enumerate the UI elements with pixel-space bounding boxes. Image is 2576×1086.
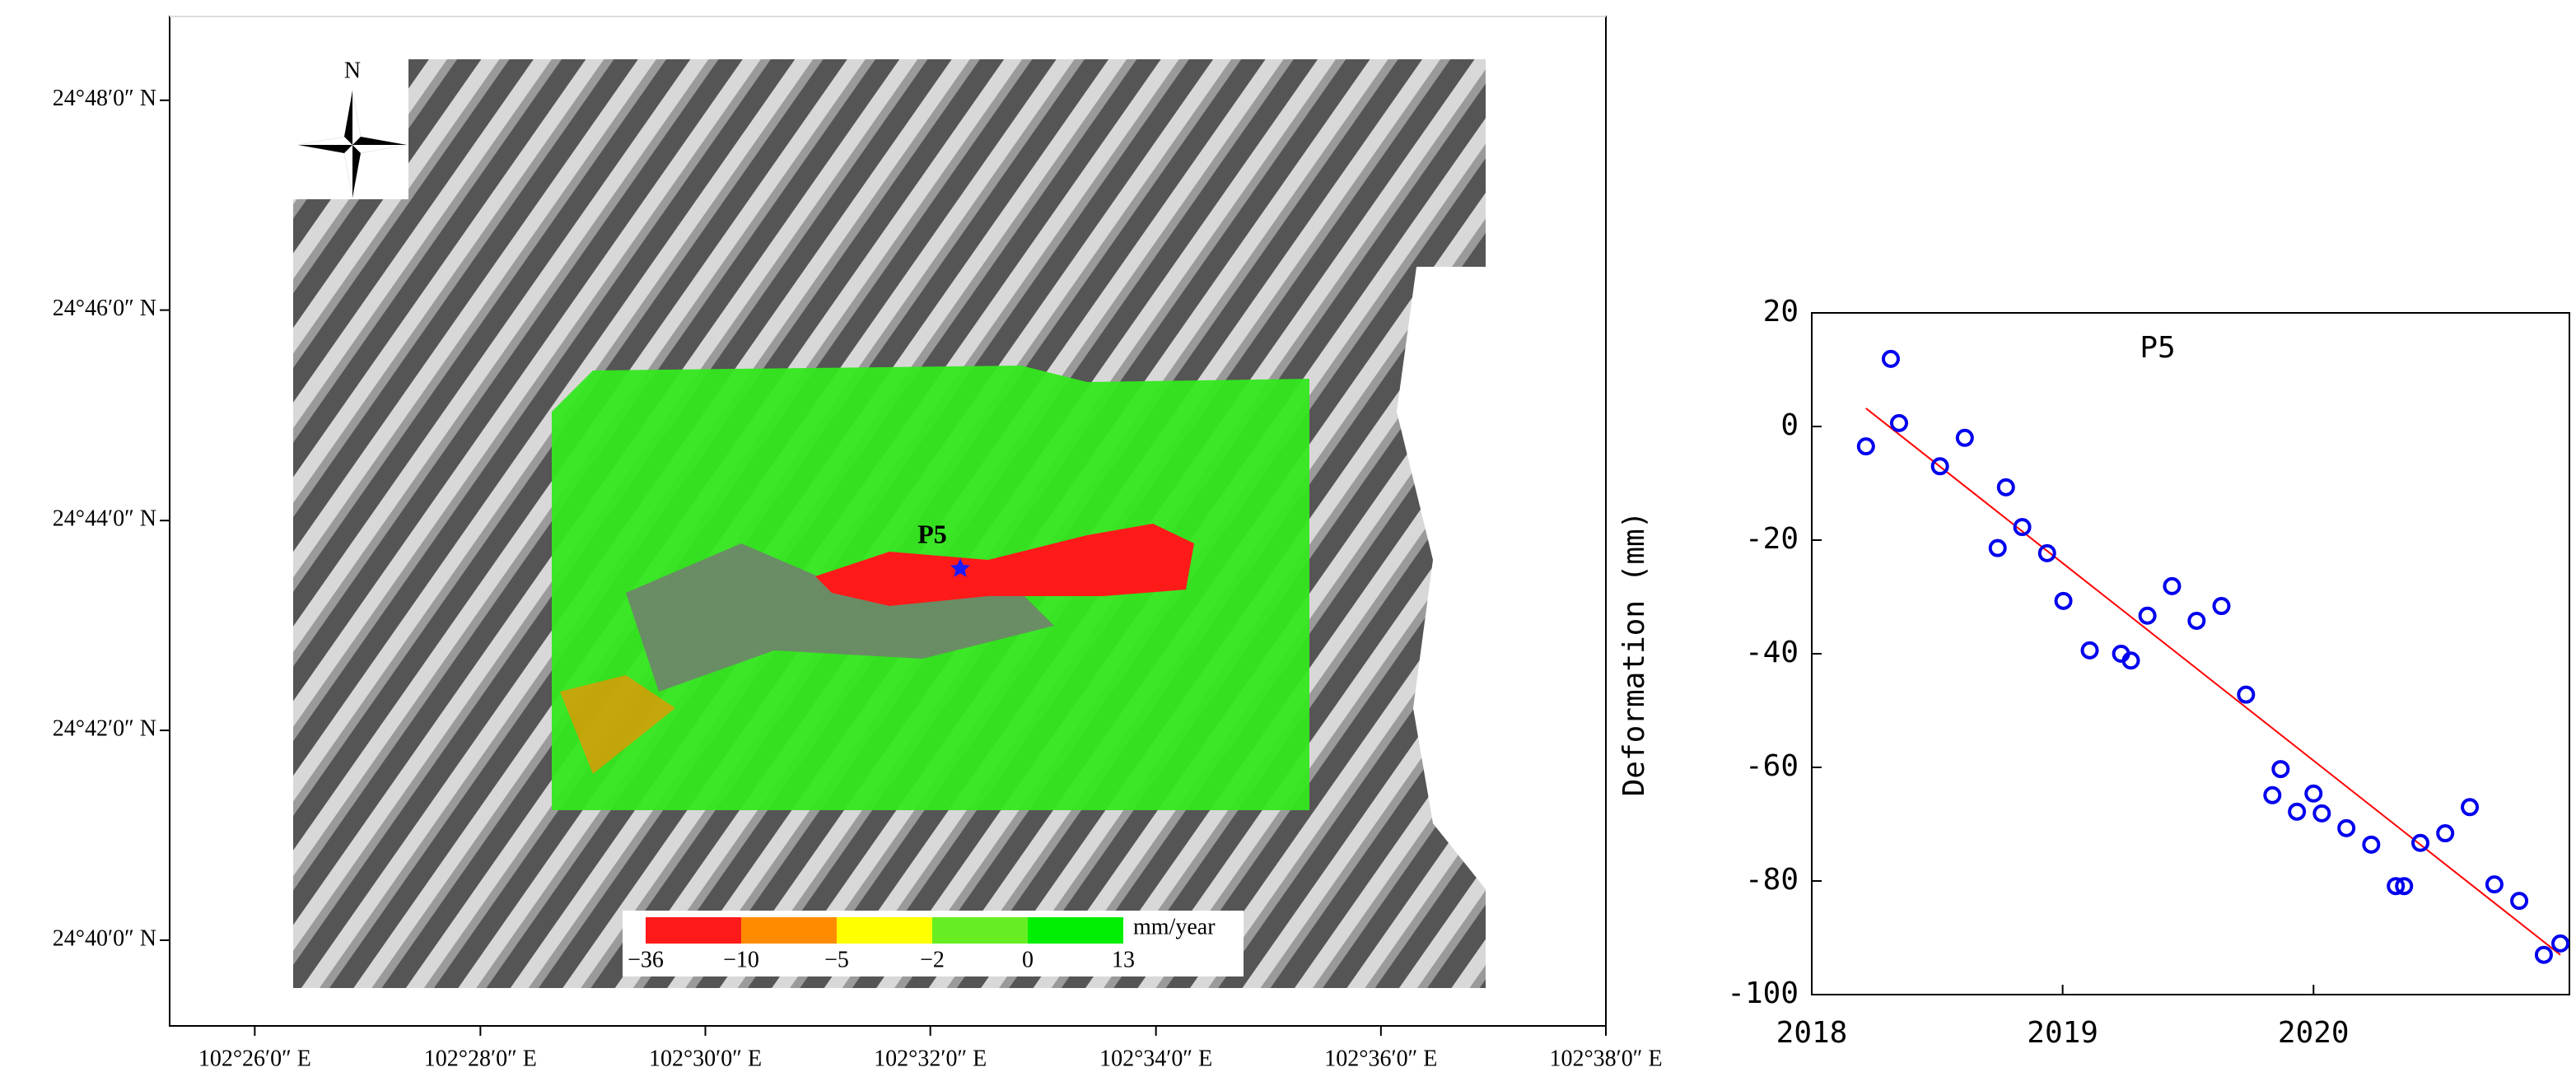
y-tick-label: 24°48′0″ N bbox=[53, 86, 156, 111]
data-point bbox=[2080, 641, 2099, 660]
x-tick-label: 102°32′0″ E bbox=[874, 1046, 987, 1071]
x-tick-label: 102°26′0″ E bbox=[198, 1046, 311, 1071]
y-tick-label: 20 bbox=[1763, 295, 1799, 329]
y-tick-label: -40 bbox=[1745, 636, 1799, 669]
colorbar-label: −36 bbox=[628, 947, 664, 972]
data-point bbox=[1856, 437, 1875, 456]
colorbar-unit: mm/year bbox=[1133, 914, 1216, 939]
x-tick-label: 102°36′0″ E bbox=[1324, 1046, 1437, 1071]
data-point bbox=[1955, 428, 1974, 447]
data-point bbox=[2337, 818, 2356, 837]
north-label: N bbox=[344, 58, 361, 83]
colorbar: −36 −10 −5 −2 0 13 mm/year bbox=[628, 914, 1216, 972]
data-point bbox=[2288, 802, 2307, 821]
colorbar-label: 13 bbox=[1112, 947, 1135, 972]
data-point bbox=[2121, 651, 2140, 670]
y-tick-label: -60 bbox=[1745, 749, 1799, 783]
compass-rose-light bbox=[298, 91, 407, 198]
colorbar-segment bbox=[1028, 917, 1123, 944]
data-point bbox=[2304, 784, 2323, 803]
x-tick-label: 102°28′0″ E bbox=[424, 1046, 537, 1071]
x-tick-label: 102°34′0″ E bbox=[1099, 1046, 1212, 1071]
moderate-zone bbox=[560, 675, 675, 774]
data-point bbox=[2163, 576, 2182, 595]
y-tick-label: 24°44′0″ N bbox=[53, 506, 156, 532]
y-tick-label: 24°46′0″ N bbox=[53, 296, 156, 321]
y-tick-label: -100 bbox=[1727, 976, 1799, 1010]
data-point bbox=[1881, 349, 1900, 368]
data-point bbox=[2551, 934, 2570, 953]
x-tick-label: 2018 bbox=[1776, 1016, 1848, 1050]
data-point bbox=[2411, 833, 2430, 852]
data-point bbox=[1890, 413, 1909, 432]
y-tick-label: 24°40′0″ N bbox=[53, 925, 156, 951]
data-point bbox=[2485, 875, 2504, 894]
data-point bbox=[2037, 543, 2056, 562]
data-point bbox=[1988, 538, 2007, 557]
trend-line bbox=[1865, 408, 2561, 956]
subsidence-zone bbox=[815, 524, 1194, 606]
data-point bbox=[2271, 760, 2290, 779]
x-tick-label: 2020 bbox=[2278, 1016, 2350, 1050]
data-point bbox=[2138, 606, 2157, 625]
data-point bbox=[2395, 877, 2414, 896]
y-tick-label: -20 bbox=[1745, 522, 1799, 556]
point-marker bbox=[950, 558, 970, 577]
colorbar-segment bbox=[932, 917, 1028, 944]
x-tick-label: 2019 bbox=[2027, 1016, 2098, 1050]
x-tick-label: 102°38′0″ E bbox=[1549, 1046, 1662, 1071]
data-point bbox=[2013, 518, 2032, 537]
plot-frame bbox=[1811, 312, 2570, 995]
data-point bbox=[1930, 457, 1949, 476]
data-point bbox=[2534, 945, 2553, 964]
data-point bbox=[2461, 798, 2480, 817]
data-point bbox=[2436, 824, 2455, 843]
colorbar-label: −2 bbox=[920, 947, 945, 972]
colorbar-label: −10 bbox=[723, 947, 759, 972]
data-point bbox=[2263, 785, 2282, 804]
y-tick-label: 0 bbox=[1780, 408, 1799, 442]
chart-title: P5 bbox=[2140, 331, 2175, 365]
y-axis-label: Deformation (mm) bbox=[1617, 511, 1651, 797]
data-point bbox=[1996, 478, 2015, 496]
point-label: P5 bbox=[917, 519, 947, 548]
colorbar-label: 0 bbox=[1022, 947, 1034, 972]
data-point bbox=[2237, 685, 2256, 704]
y-tick-label: -80 bbox=[1745, 863, 1799, 897]
data-point bbox=[2387, 877, 2406, 896]
data-point bbox=[2312, 804, 2331, 823]
colorbar-segment bbox=[741, 917, 837, 944]
data-point bbox=[2187, 611, 2206, 630]
x-tick-label: 102°30′0″ E bbox=[649, 1046, 762, 1071]
colorbar-segment bbox=[646, 917, 741, 944]
data-point bbox=[2510, 892, 2529, 911]
data-point bbox=[2054, 591, 2073, 610]
colorbar-segment bbox=[837, 917, 932, 944]
y-tick-label: 24°42′0″ N bbox=[53, 715, 156, 741]
data-point bbox=[2212, 597, 2231, 616]
colorbar-label: −5 bbox=[824, 947, 849, 972]
data-point bbox=[2362, 835, 2381, 854]
